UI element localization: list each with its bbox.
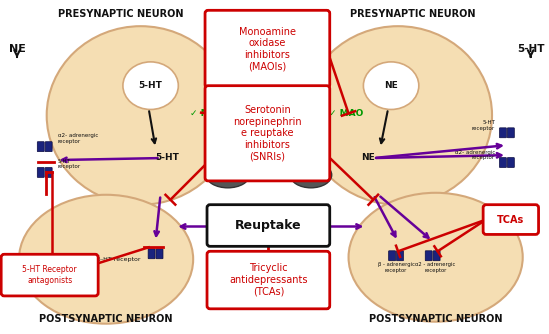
Text: NE: NE (384, 81, 398, 90)
Text: Tricyclic
antidepressants
(TCAs): Tricyclic antidepressants (TCAs) (229, 264, 307, 297)
Text: SERT: SERT (219, 172, 237, 178)
Text: α2 - adrenergic
receptor: α2 - adrenergic receptor (416, 262, 456, 273)
Ellipse shape (47, 26, 235, 205)
FancyBboxPatch shape (205, 86, 330, 181)
FancyBboxPatch shape (425, 251, 432, 261)
FancyBboxPatch shape (45, 142, 52, 152)
FancyBboxPatch shape (205, 10, 330, 88)
Text: PRESYNAPTIC NEURON: PRESYNAPTIC NEURON (350, 9, 475, 19)
FancyBboxPatch shape (1, 254, 98, 296)
Ellipse shape (206, 162, 250, 188)
Ellipse shape (363, 62, 419, 110)
Text: NET: NET (304, 172, 318, 178)
FancyBboxPatch shape (45, 167, 52, 177)
Text: POSTSYNAPTIC NEURON: POSTSYNAPTIC NEURON (369, 314, 502, 324)
Text: Monoamine
oxidase
inhibitors
(MAOIs): Monoamine oxidase inhibitors (MAOIs) (239, 27, 296, 71)
Text: 5-HT: 5-HT (517, 44, 545, 54)
Text: NE: NE (361, 153, 375, 162)
Text: PRESYNAPTIC NEURON: PRESYNAPTIC NEURON (58, 9, 184, 19)
Text: 5-HT
receptor: 5-HT receptor (472, 120, 495, 131)
FancyBboxPatch shape (396, 251, 404, 261)
FancyBboxPatch shape (483, 205, 539, 234)
FancyBboxPatch shape (507, 158, 514, 167)
Text: 5-HT receptor: 5-HT receptor (97, 257, 141, 262)
FancyBboxPatch shape (500, 158, 506, 167)
Text: TCAs: TCAs (497, 214, 524, 224)
Text: POSTSYNAPTIC NEURON: POSTSYNAPTIC NEURON (40, 314, 173, 324)
Ellipse shape (19, 195, 193, 324)
Text: α2- adrenergic
receptor: α2- adrenergic receptor (455, 150, 495, 161)
FancyBboxPatch shape (433, 251, 440, 261)
FancyBboxPatch shape (156, 249, 163, 259)
Text: 5-HT Receptor
antagonists: 5-HT Receptor antagonists (23, 266, 77, 285)
Text: ✓ MAO: ✓ MAO (190, 109, 224, 118)
FancyBboxPatch shape (37, 142, 44, 152)
Text: β - adrenergic
receptor: β - adrenergic receptor (378, 262, 414, 273)
Text: NE: NE (9, 44, 25, 54)
Text: Serotonin
norepinephrin
e reuptake
inhibitors
(SNRIs): Serotonin norepinephrin e reuptake inhib… (233, 105, 302, 161)
FancyBboxPatch shape (500, 128, 506, 138)
FancyBboxPatch shape (37, 167, 44, 177)
Ellipse shape (304, 26, 492, 205)
FancyBboxPatch shape (148, 249, 155, 259)
FancyBboxPatch shape (389, 251, 395, 261)
Text: ✓ MAO: ✓ MAO (329, 109, 364, 118)
Text: 5-HT: 5-HT (139, 81, 163, 90)
Text: α2- adrenergic
receptor: α2- adrenergic receptor (58, 133, 98, 144)
FancyBboxPatch shape (207, 251, 330, 309)
FancyBboxPatch shape (207, 205, 330, 246)
Text: 5-HT
receptor: 5-HT receptor (58, 159, 81, 169)
Ellipse shape (349, 193, 523, 322)
Text: 5-HT: 5-HT (155, 153, 180, 162)
Ellipse shape (123, 62, 178, 110)
Ellipse shape (290, 162, 332, 188)
Text: Reuptake: Reuptake (235, 219, 302, 232)
FancyBboxPatch shape (507, 128, 514, 138)
